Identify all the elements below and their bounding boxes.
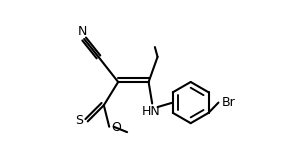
Text: HN: HN xyxy=(142,105,161,118)
Text: N: N xyxy=(78,25,87,38)
Text: O: O xyxy=(111,121,121,134)
Text: S: S xyxy=(75,114,83,127)
Text: Br: Br xyxy=(222,96,236,109)
